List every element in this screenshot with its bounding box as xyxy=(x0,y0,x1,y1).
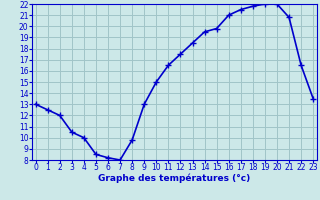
X-axis label: Graphe des températures (°c): Graphe des températures (°c) xyxy=(98,174,251,183)
